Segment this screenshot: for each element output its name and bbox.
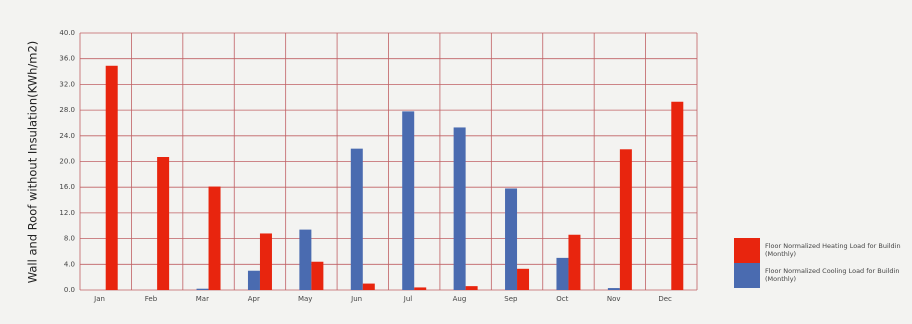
- bar-heating-nov: [619, 149, 632, 290]
- x-category-label: Dec: [658, 295, 672, 303]
- gridlines: [79, 32, 698, 291]
- y-tick-label: 32.0: [59, 80, 75, 88]
- x-category-label: Jul: [403, 295, 413, 303]
- bar-heating-apr: [259, 233, 272, 290]
- bar-heating-sep: [517, 268, 530, 290]
- legend-label: Floor Normalized Cooling Load for Buildi…: [765, 267, 900, 275]
- legend-label-suffix: (Monthly): [765, 275, 796, 283]
- bar-cooling-mar: [196, 288, 209, 290]
- x-category-label: Apr: [248, 295, 260, 303]
- y-tick-label: 16.0: [59, 183, 75, 191]
- bar-heating-jul: [414, 287, 427, 290]
- bar-cooling-may: [299, 229, 312, 290]
- legend-label: Floor Normalized Heating Load for Buildi…: [765, 242, 901, 250]
- y-axis-tick-labels: 0.0 4.0 8.0 12.0 16.0 20.0 24.0 28.0 32.0 36.0 40.…: [59, 29, 75, 294]
- x-category-label: Feb: [145, 295, 158, 303]
- y-tick-label: 12.0: [59, 209, 75, 217]
- y-tick-label: 0.0: [64, 286, 75, 294]
- bar-cooling-jun: [350, 148, 363, 290]
- x-category-label: Jan: [93, 295, 105, 303]
- bar-heating-aug: [465, 286, 478, 290]
- y-tick-label: 24.0: [59, 132, 75, 140]
- x-category-label: Oct: [556, 295, 568, 303]
- y-tick-label: 36.0: [59, 55, 75, 63]
- y-tick-label: 20.0: [59, 158, 75, 166]
- x-category-label: Jun: [350, 295, 362, 303]
- y-tick-label: 40.0: [59, 29, 75, 37]
- bar-heating-jun: [362, 283, 375, 290]
- bar-heating-may: [311, 261, 324, 290]
- bar-heating-jan: [105, 65, 118, 290]
- x-category-label: Sep: [504, 295, 518, 303]
- legend-swatch-cooling: [734, 263, 760, 288]
- bars: [105, 65, 684, 290]
- legend: Floor Normalized Heating Load for Buildi…: [734, 238, 901, 288]
- x-category-label: Nov: [607, 295, 621, 303]
- bar-cooling-sep: [505, 188, 518, 290]
- legend-swatch-heating: [734, 238, 760, 263]
- x-category-label: May: [298, 295, 312, 303]
- y-axis-title: Wall and Roof without Insulation(KWh/m2): [26, 41, 40, 284]
- bar-heating-mar: [208, 186, 221, 290]
- bar-cooling-aug: [453, 127, 466, 290]
- legend-label-suffix: (Monthly): [765, 250, 796, 258]
- y-tick-label: 8.0: [64, 235, 75, 243]
- bar-cooling-oct: [556, 257, 569, 290]
- bar-heating-oct: [568, 234, 581, 290]
- bar-cooling-jul: [402, 111, 415, 290]
- y-tick-label: 28.0: [59, 106, 75, 114]
- bar-heating-dec: [671, 101, 684, 290]
- y-tick-label: 4.0: [64, 260, 75, 268]
- bar-cooling-apr: [247, 270, 260, 290]
- x-category-label: Mar: [196, 295, 209, 303]
- bar-heating-feb: [157, 157, 170, 290]
- x-category-label: Aug: [453, 295, 467, 303]
- bar-cooling-nov: [607, 288, 620, 290]
- x-axis-category-labels: Jan Feb Mar Apr May Jun Jul Aug Sep Oct Nov Dec: [93, 295, 672, 303]
